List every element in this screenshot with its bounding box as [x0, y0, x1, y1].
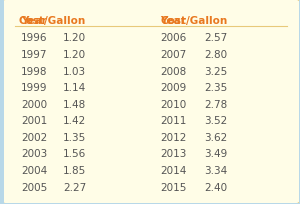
Text: 3.34: 3.34 — [205, 165, 228, 175]
Text: 2.40: 2.40 — [205, 182, 228, 192]
Text: 2.78: 2.78 — [205, 99, 228, 109]
Text: 1998: 1998 — [21, 66, 48, 76]
Text: Year: Year — [160, 16, 186, 26]
Text: 2015: 2015 — [160, 182, 186, 192]
Text: 2011: 2011 — [160, 116, 186, 126]
Text: 1.48: 1.48 — [63, 99, 86, 109]
Text: Cost/Gallon: Cost/Gallon — [19, 16, 86, 26]
Text: 2014: 2014 — [160, 165, 186, 175]
Text: 1997: 1997 — [21, 50, 48, 60]
Text: 2.80: 2.80 — [205, 50, 228, 60]
Text: 3.25: 3.25 — [205, 66, 228, 76]
Text: 3.52: 3.52 — [205, 116, 228, 126]
Text: 2002: 2002 — [21, 132, 47, 142]
Text: 2005: 2005 — [21, 182, 47, 192]
Text: 1.20: 1.20 — [63, 50, 86, 60]
Text: 1.35: 1.35 — [63, 132, 86, 142]
Text: 1996: 1996 — [21, 33, 48, 43]
Text: 2000: 2000 — [21, 99, 47, 109]
Text: 3.62: 3.62 — [205, 132, 228, 142]
Text: 3.49: 3.49 — [205, 149, 228, 159]
Text: 1.85: 1.85 — [63, 165, 86, 175]
Text: 1.03: 1.03 — [63, 66, 86, 76]
Text: Year: Year — [21, 16, 47, 26]
Text: 2010: 2010 — [160, 99, 186, 109]
Text: 2007: 2007 — [160, 50, 186, 60]
Text: 2.35: 2.35 — [205, 83, 228, 93]
Text: 2008: 2008 — [160, 66, 186, 76]
Text: Cost/Gallon: Cost/Gallon — [160, 16, 228, 26]
Text: 2009: 2009 — [160, 83, 186, 93]
Text: 1.42: 1.42 — [63, 116, 86, 126]
Text: 1.14: 1.14 — [63, 83, 86, 93]
Text: 1.56: 1.56 — [63, 149, 86, 159]
Text: 2001: 2001 — [21, 116, 47, 126]
Text: 1.20: 1.20 — [63, 33, 86, 43]
Text: 2012: 2012 — [160, 132, 186, 142]
Text: 2004: 2004 — [21, 165, 47, 175]
Text: 2.27: 2.27 — [63, 182, 86, 192]
Text: 2006: 2006 — [160, 33, 186, 43]
Text: 1999: 1999 — [21, 83, 48, 93]
Text: 2.57: 2.57 — [205, 33, 228, 43]
Text: 2013: 2013 — [160, 149, 186, 159]
Text: 2003: 2003 — [21, 149, 47, 159]
